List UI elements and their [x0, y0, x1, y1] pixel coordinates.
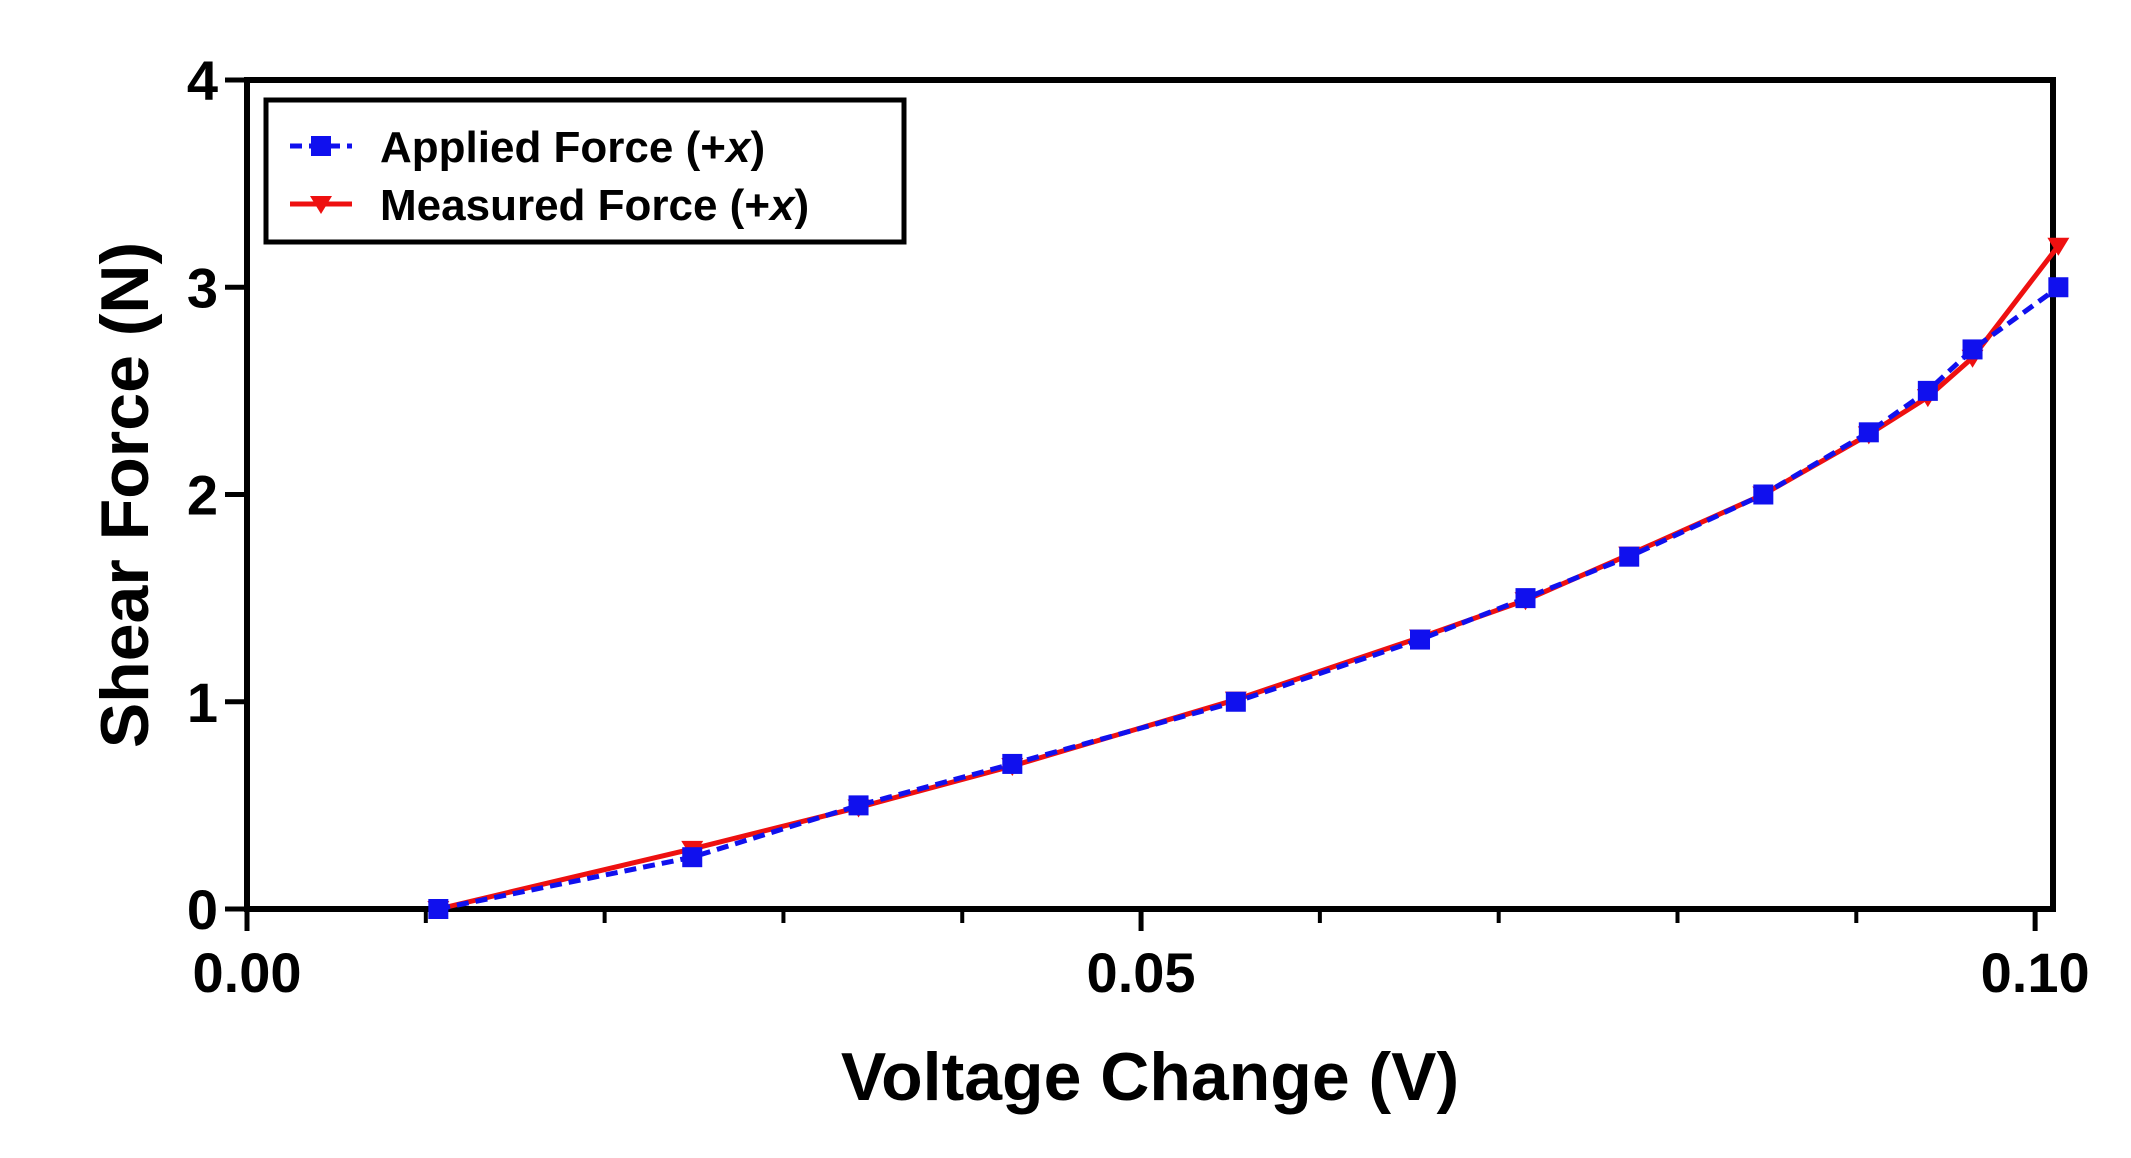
x-axis-title: Voltage Change (V) — [841, 1039, 1459, 1115]
data-point — [1917, 380, 1938, 401]
data-point — [1962, 339, 1983, 360]
legend-item: Applied Force (+x) — [290, 123, 765, 172]
y-axis-title: Shear Force (N) — [87, 242, 163, 748]
y-tick-label: 4 — [187, 49, 218, 112]
data-point — [1515, 588, 1536, 609]
data-point — [1225, 691, 1246, 712]
legend-swatch-marker — [311, 136, 331, 156]
legend-swatch-marker — [310, 196, 332, 214]
series-layer — [427, 237, 2070, 919]
y-tick-label: 0 — [187, 878, 218, 941]
series-measured-force — [427, 237, 2070, 919]
series-line — [437, 285, 2060, 912]
x-tick-label: 0.10 — [1981, 941, 2090, 1004]
x-tick-label: 0.05 — [1087, 941, 1196, 1004]
legend-box — [263, 97, 907, 245]
data-point — [1753, 484, 1774, 505]
series-applied-force — [428, 277, 2069, 919]
data-point — [1619, 546, 1640, 567]
legend-label: Applied Force (+x) — [380, 123, 765, 172]
data-point — [428, 899, 449, 919]
legend-label: Measured Force (+x) — [380, 181, 809, 230]
data-point — [1002, 753, 1023, 774]
data-point — [848, 795, 869, 816]
x-tick-label: 0.00 — [193, 941, 302, 1004]
legend: Applied Force (+x) Measured Force (+x) — [263, 97, 907, 245]
y-axis: 0 1 2 3 4 — [187, 49, 247, 941]
data-point — [1858, 422, 1879, 443]
y-tick-label: 2 — [187, 464, 218, 527]
series-line — [437, 244, 2061, 912]
data-point — [2048, 277, 2069, 298]
x-axis: 0.00 0.05 0.10 — [193, 909, 2090, 1004]
y-tick-label: 1 — [187, 671, 218, 734]
data-point — [1410, 629, 1431, 650]
y-tick-label: 3 — [187, 256, 218, 319]
data-point — [2047, 237, 2070, 256]
data-point — [682, 847, 703, 868]
legend-item: Measured Force (+x) — [290, 181, 809, 230]
